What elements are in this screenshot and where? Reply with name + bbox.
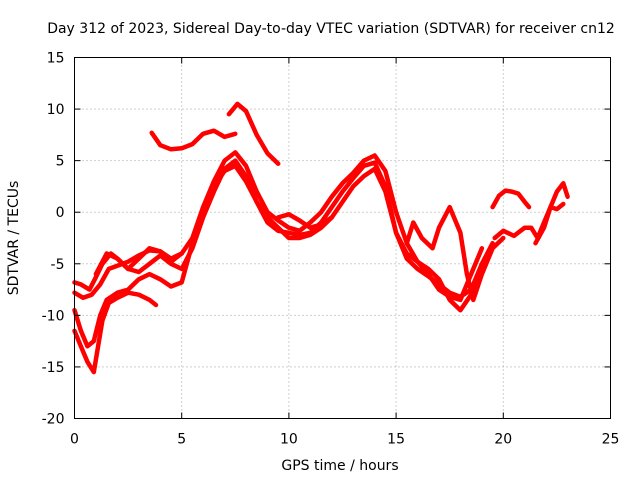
series-track-11 bbox=[492, 201, 566, 241]
series-track-3 bbox=[72, 150, 485, 303]
plot-frame bbox=[74, 57, 611, 419]
y-tick-label: -10 bbox=[42, 308, 65, 324]
y-tick-label: -20 bbox=[42, 412, 65, 428]
series-track-4 bbox=[72, 158, 495, 300]
y-axis-label: SDTVAR / TECUs bbox=[6, 181, 22, 296]
series-track-9 bbox=[404, 204, 506, 303]
series-track-5 bbox=[72, 163, 485, 349]
x-tick-labels: 0 5 10 15 20 25 bbox=[70, 432, 619, 448]
y-tick-labels: -20 -15 -10 -5 0 5 10 15 bbox=[42, 51, 65, 428]
x-tick-label: 20 bbox=[494, 432, 512, 448]
series-track-10 bbox=[490, 188, 532, 210]
x-tick-label: 0 bbox=[70, 432, 79, 448]
y-tick-label: 0 bbox=[56, 205, 65, 221]
series-track-7 bbox=[93, 246, 184, 277]
x-tick-label: 5 bbox=[177, 432, 186, 448]
series-track-2 bbox=[226, 101, 281, 166]
y-tick-label: 10 bbox=[47, 102, 65, 118]
chart-title: Day 312 of 2023, Sidereal Day-to-day VTE… bbox=[47, 21, 615, 37]
series-track-8 bbox=[275, 212, 335, 230]
x-tick-label: 25 bbox=[602, 432, 620, 448]
x-axis-label: GPS time / hours bbox=[281, 458, 398, 474]
series-track-12 bbox=[533, 181, 570, 246]
y-tick-label: 5 bbox=[56, 154, 65, 170]
series-layer bbox=[72, 101, 570, 375]
x-tick-label: 15 bbox=[387, 432, 405, 448]
series-track-1 bbox=[149, 128, 238, 152]
y-tick-label: -15 bbox=[42, 360, 65, 376]
tick-marks bbox=[74, 57, 611, 419]
series-track-6 bbox=[72, 290, 159, 375]
grid-lines bbox=[74, 57, 611, 419]
y-tick-label: 15 bbox=[47, 51, 65, 67]
y-tick-label: -5 bbox=[51, 257, 65, 273]
x-tick-label: 10 bbox=[280, 432, 298, 448]
